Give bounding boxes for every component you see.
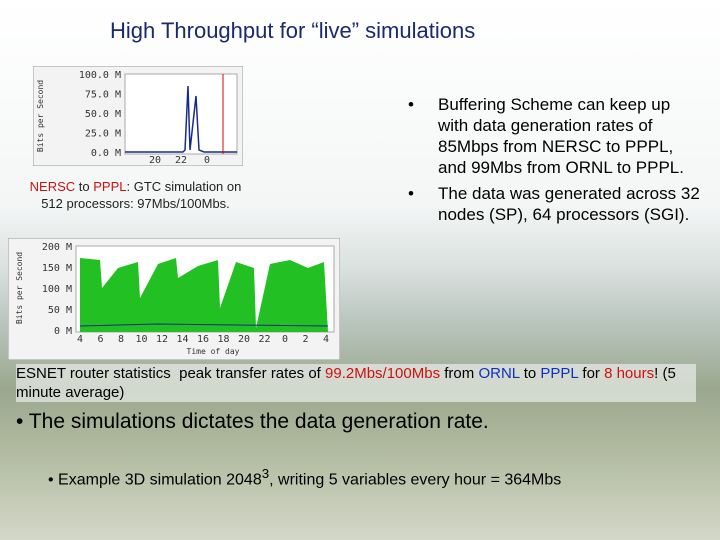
trace [79, 323, 329, 327]
esnet-note: ESNET router statistics peak transfer ra… [16, 364, 696, 402]
x-tick-label: 22 [258, 334, 270, 345]
x-tick-label: 20 [238, 334, 250, 345]
y-tick-label: 50.0 M [85, 109, 121, 120]
y-tick-label: 0.0 M [91, 148, 121, 159]
main-point: • The simulations dictates the data gene… [16, 410, 489, 433]
chart-top: Bits per Second 100.0 M 75.0 M 50.0 M 25.0 … [33, 66, 243, 166]
text: from [440, 365, 479, 382]
y-tick-label: 150 M [42, 263, 72, 274]
highlight: 99.2Mbs/100Mbs [325, 365, 441, 382]
x-tick-label: 16 [197, 334, 209, 345]
title: High Throughput for “live” simulations [110, 18, 476, 43]
y-tick-label: 25.0 M [85, 129, 121, 140]
x-tick-label: 8 [118, 334, 124, 345]
x-tick-label: 0 [204, 155, 210, 166]
bullet-list: Buffering Scheme can keep up with data g… [405, 94, 705, 230]
site: PPPL [93, 179, 127, 194]
y-tick-label: 200 M [42, 242, 72, 253]
x-tick-label: 18 [217, 334, 229, 345]
traffic-area [80, 258, 328, 332]
text: : GTC simulation on 512 processors: 97Mb… [41, 179, 242, 211]
y-tick-label: 0 M [54, 326, 72, 337]
text: to [75, 179, 94, 194]
x-tick-label: 22 [175, 155, 187, 166]
exponent: 3 [261, 466, 270, 481]
y-label: Bits per Second [15, 252, 24, 324]
bullet: The data was generated across 32 nodes (… [405, 183, 705, 225]
x-tick-label: 4 [323, 334, 329, 345]
site: ORNL [478, 365, 520, 382]
x-tick-label: 6 [97, 334, 103, 345]
text: ! (5 minute average) [16, 365, 680, 401]
x-tick-label: 20 [149, 155, 161, 166]
bullet: Buffering Scheme can keep up with data g… [405, 94, 705, 178]
text: • Example 3D simulation 2048 [48, 471, 262, 489]
x-tick-label: 10 [135, 334, 147, 345]
x-label: Time of day [187, 347, 240, 356]
site: NERSC [29, 179, 76, 194]
x-tick-label: 0 [282, 334, 288, 345]
y-tick-label: 75.0 M [85, 90, 121, 101]
y-label: Bits per Second [36, 80, 45, 152]
text: to [519, 365, 541, 382]
trace [125, 85, 237, 153]
text: , writing 5 variables every hour = 364Mb… [269, 471, 562, 489]
x-tick-label: 14 [176, 334, 188, 345]
plot-area [124, 73, 238, 155]
y-tick-label: 100 M [42, 284, 72, 295]
site: PPPL [540, 365, 579, 382]
caption: NERSC to PPPL: GTC simulation on 512 pro… [28, 178, 243, 212]
x-tick-label: 4 [77, 334, 83, 345]
sub-point: • Example 3D simulation 20483, writing 5… [48, 466, 561, 489]
y-tick-label: 100.0 M [79, 70, 121, 81]
highlight: 8 hours [604, 365, 655, 382]
text: for [578, 365, 605, 382]
text: ESNET router statistics peak transfer ra… [16, 365, 326, 382]
x-tick-label: 2 [302, 334, 308, 345]
y-tick-label: 50 M [48, 305, 72, 316]
x-tick-label: 12 [156, 334, 168, 345]
